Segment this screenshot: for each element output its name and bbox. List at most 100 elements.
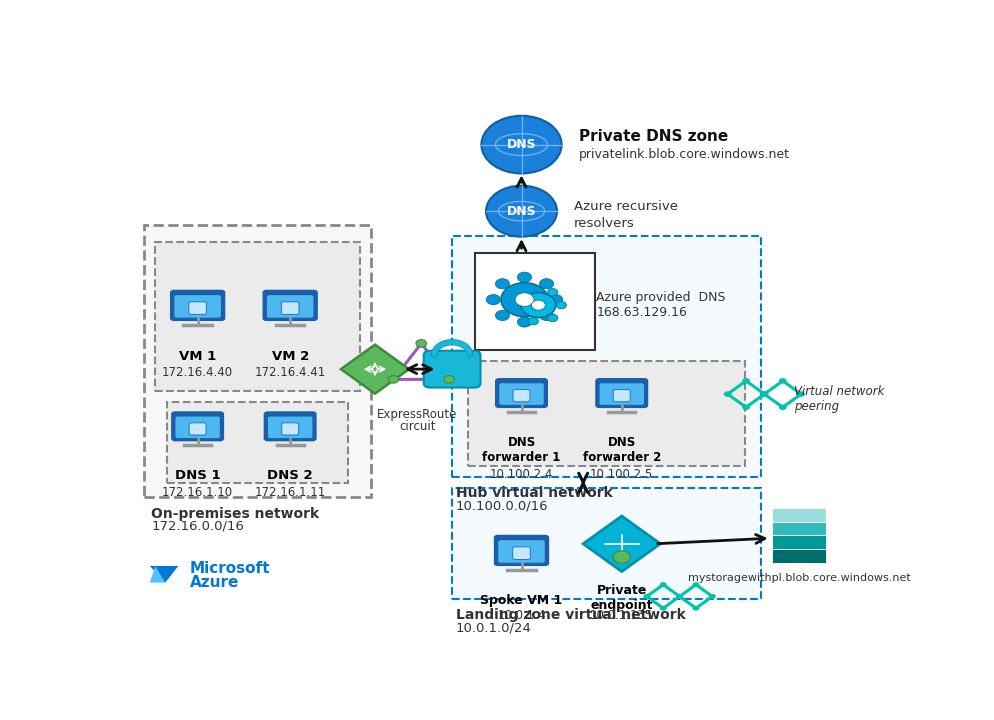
FancyBboxPatch shape <box>595 379 647 408</box>
FancyBboxPatch shape <box>467 361 745 466</box>
Circle shape <box>796 391 804 397</box>
Circle shape <box>388 376 399 383</box>
Circle shape <box>512 308 523 316</box>
Text: DNS
forwarder 2: DNS forwarder 2 <box>581 436 660 464</box>
FancyBboxPatch shape <box>171 290 225 320</box>
Text: 10.100.2.4: 10.100.2.4 <box>489 468 553 481</box>
Circle shape <box>556 302 566 309</box>
Circle shape <box>500 283 548 317</box>
Circle shape <box>548 294 563 305</box>
FancyBboxPatch shape <box>281 423 298 435</box>
FancyBboxPatch shape <box>175 296 220 317</box>
Text: 10.0.1.4: 10.0.1.4 <box>497 609 545 622</box>
FancyBboxPatch shape <box>771 549 825 563</box>
FancyBboxPatch shape <box>451 488 759 599</box>
Circle shape <box>778 405 786 410</box>
Text: 172.16.4.41: 172.16.4.41 <box>254 366 325 379</box>
FancyBboxPatch shape <box>612 390 629 402</box>
Circle shape <box>539 310 553 320</box>
Polygon shape <box>582 516 660 572</box>
Text: 10.100.2.5: 10.100.2.5 <box>589 468 653 481</box>
Text: Azure provided  DNS: Azure provided DNS <box>595 291 725 304</box>
FancyBboxPatch shape <box>264 412 316 441</box>
FancyBboxPatch shape <box>167 402 348 483</box>
Circle shape <box>692 606 699 611</box>
Circle shape <box>759 391 767 397</box>
Circle shape <box>676 594 682 599</box>
FancyBboxPatch shape <box>172 412 224 441</box>
Circle shape <box>643 594 650 599</box>
Text: Spoke VM 1: Spoke VM 1 <box>480 594 562 607</box>
Text: 172.16.1.10: 172.16.1.10 <box>162 485 233 498</box>
Text: mystoragewithpl.blob.core.windows.net: mystoragewithpl.blob.core.windows.net <box>687 573 910 583</box>
Circle shape <box>742 378 749 384</box>
FancyBboxPatch shape <box>143 225 371 497</box>
Circle shape <box>742 405 749 410</box>
FancyBboxPatch shape <box>267 296 312 317</box>
Text: ExpressRoute: ExpressRoute <box>377 408 457 421</box>
Circle shape <box>485 186 557 237</box>
Circle shape <box>547 289 558 296</box>
Text: Virtual network: Virtual network <box>793 384 884 398</box>
Text: peering: peering <box>793 400 838 413</box>
FancyBboxPatch shape <box>423 351 480 387</box>
FancyBboxPatch shape <box>494 536 548 565</box>
Circle shape <box>481 116 561 174</box>
Circle shape <box>443 376 454 383</box>
Text: Hub virtual network: Hub virtual network <box>455 486 612 500</box>
FancyBboxPatch shape <box>475 253 594 350</box>
Text: Landing zone virtual network: Landing zone virtual network <box>455 608 685 622</box>
Circle shape <box>512 294 523 302</box>
Circle shape <box>517 272 531 282</box>
FancyBboxPatch shape <box>262 290 317 320</box>
FancyBboxPatch shape <box>189 302 206 315</box>
Circle shape <box>676 594 682 599</box>
Text: 172.16.0.0/16: 172.16.0.0/16 <box>151 520 244 533</box>
Circle shape <box>723 391 731 397</box>
FancyBboxPatch shape <box>451 236 759 477</box>
Circle shape <box>495 279 509 289</box>
Text: 172.16.4.40: 172.16.4.40 <box>162 366 233 379</box>
Polygon shape <box>150 566 165 582</box>
FancyBboxPatch shape <box>495 379 547 408</box>
Circle shape <box>692 582 699 588</box>
Text: DNS 1: DNS 1 <box>175 469 221 482</box>
FancyBboxPatch shape <box>176 417 219 437</box>
Text: Microsoft: Microsoft <box>190 561 270 576</box>
Circle shape <box>531 300 545 310</box>
Circle shape <box>515 293 534 307</box>
Text: Private
endpoint: Private endpoint <box>589 584 652 612</box>
Text: resolvers: resolvers <box>574 217 634 230</box>
Text: Azure recursive: Azure recursive <box>574 200 677 213</box>
Circle shape <box>759 391 767 397</box>
Polygon shape <box>150 566 178 582</box>
FancyBboxPatch shape <box>155 242 359 391</box>
Text: 10.100.0.0/16: 10.100.0.0/16 <box>455 500 548 513</box>
Text: 10.0.1.135: 10.0.1.135 <box>589 609 653 622</box>
Circle shape <box>539 279 553 289</box>
FancyBboxPatch shape <box>771 508 825 521</box>
Text: DNS
forwarder 1: DNS forwarder 1 <box>482 436 561 464</box>
Text: DNS 2: DNS 2 <box>267 469 313 482</box>
Text: 168.63.129.16: 168.63.129.16 <box>595 306 687 319</box>
Circle shape <box>708 594 715 599</box>
Circle shape <box>517 317 531 327</box>
Polygon shape <box>341 345 409 394</box>
Circle shape <box>521 292 556 318</box>
Circle shape <box>659 606 666 611</box>
FancyBboxPatch shape <box>771 536 825 549</box>
Circle shape <box>778 378 786 384</box>
FancyBboxPatch shape <box>281 302 298 315</box>
Text: privatelink.blob.core.windows.net: privatelink.blob.core.windows.net <box>579 148 789 161</box>
Circle shape <box>547 314 558 322</box>
FancyBboxPatch shape <box>512 547 530 559</box>
FancyBboxPatch shape <box>513 390 530 402</box>
Text: Azure: Azure <box>190 575 239 590</box>
Text: circuit: circuit <box>399 420 435 433</box>
Text: 172.16.1.11: 172.16.1.11 <box>254 485 325 498</box>
Text: DNS: DNS <box>506 138 536 151</box>
Text: Private DNS zone: Private DNS zone <box>579 129 728 144</box>
Circle shape <box>528 318 538 325</box>
FancyBboxPatch shape <box>498 541 544 562</box>
FancyBboxPatch shape <box>268 417 311 437</box>
